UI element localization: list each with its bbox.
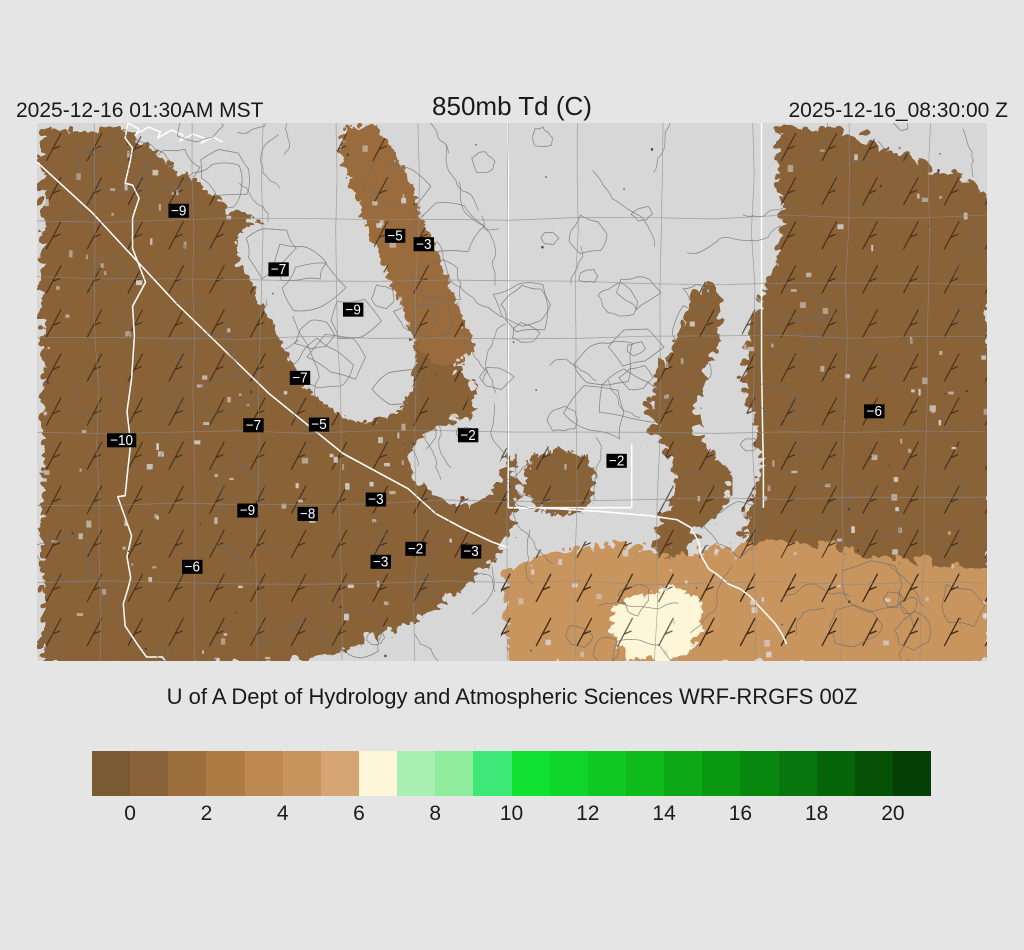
svg-text:−7: −7: [271, 260, 287, 277]
svg-text:−3: −3: [368, 491, 384, 508]
svg-text:−2: −2: [460, 426, 476, 443]
svg-text:−3: −3: [373, 553, 389, 570]
svg-text:−5: −5: [311, 416, 327, 433]
svg-text:−6: −6: [867, 402, 883, 419]
svg-text:−7: −7: [246, 416, 262, 433]
svg-text:−9: −9: [240, 502, 256, 519]
svg-text:−8: −8: [300, 505, 316, 522]
svg-text:−2: −2: [408, 540, 424, 557]
svg-text:−9: −9: [171, 202, 187, 219]
svg-text:−3: −3: [416, 235, 432, 252]
svg-text:−3: −3: [463, 543, 479, 560]
svg-text:−2: −2: [609, 452, 625, 469]
svg-text:−7: −7: [292, 369, 308, 386]
svg-text:−6: −6: [185, 558, 201, 575]
svg-text:−10: −10: [110, 431, 133, 448]
svg-text:−5: −5: [387, 227, 403, 244]
svg-text:−9: −9: [346, 301, 362, 318]
